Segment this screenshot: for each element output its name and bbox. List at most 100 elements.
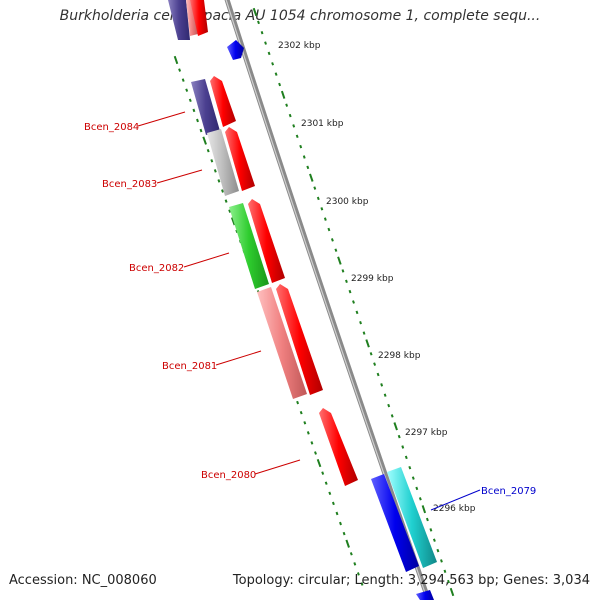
gene-top-red[interactable] — [190, 0, 208, 36]
inner-tick — [356, 572, 360, 576]
gene-label-bcen-2081[interactable]: Bcen_2081 — [162, 361, 217, 372]
outer-tick — [397, 434, 401, 439]
gene-bcen-2082[interactable] — [229, 203, 269, 289]
inner-tick — [349, 552, 353, 556]
gene-red-3[interactable] — [248, 199, 285, 283]
inner-tick — [217, 179, 221, 183]
inner-tick — [335, 511, 339, 516]
outer-tick — [449, 587, 455, 597]
inner-tick — [353, 562, 357, 566]
inner-tick — [342, 531, 346, 536]
inner-tick — [213, 169, 217, 173]
outer-tick — [327, 227, 331, 232]
outer-tick — [383, 393, 387, 397]
gene-label-bcen-2079[interactable]: Bcen_2079 — [481, 486, 536, 497]
outer-tick — [341, 269, 345, 273]
outer-tick — [440, 559, 443, 563]
outer-tick — [345, 279, 348, 284]
inner-tick — [202, 136, 207, 145]
leader-bcen-2082 — [183, 252, 230, 268]
outer-tick-marks — [252, 7, 455, 597]
outer-tick — [365, 339, 370, 348]
kbp-label: 2301 kbp — [301, 119, 344, 129]
outer-tick — [447, 579, 450, 584]
gene-small-blue[interactable] — [227, 40, 244, 60]
inner-tick — [181, 78, 185, 82]
leader-bcen-2081 — [215, 350, 262, 366]
gene-red-1[interactable] — [210, 76, 236, 127]
gene-label-leaders — [137, 111, 481, 511]
leader-bcen-2080 — [254, 459, 301, 475]
outer-tick — [359, 320, 362, 325]
kbp-label: 2300 kbp — [326, 197, 369, 207]
inner-tick — [228, 209, 232, 213]
gene-bottom-blue[interactable] — [371, 474, 419, 572]
leader-bcen-2083 — [156, 169, 203, 184]
outer-tick — [316, 196, 320, 201]
outer-tick — [280, 90, 286, 99]
gene-label-bcen-2082[interactable]: Bcen_2082 — [129, 263, 184, 274]
inner-tick — [328, 491, 332, 496]
inner-tick — [360, 582, 364, 586]
outer-tick — [376, 372, 380, 377]
leader-bcen-2079 — [430, 489, 481, 511]
inner-tick — [221, 189, 224, 193]
outer-tick — [323, 217, 327, 221]
outer-tick — [306, 165, 310, 170]
outer-tick — [411, 476, 415, 480]
outer-tick — [288, 113, 292, 118]
kbp-scale-labels: 2302 kbp 2301 kbp 2300 kbp 2299 kbp 2298… — [278, 41, 476, 514]
inner-tick — [316, 458, 322, 468]
outer-tick — [429, 528, 433, 532]
outer-tick — [404, 455, 408, 460]
kbp-label: 2297 kbp — [405, 428, 448, 438]
outer-tick — [373, 362, 377, 366]
gene-label-bcen-2083[interactable]: Bcen_2083 — [102, 179, 157, 190]
outer-tick — [271, 62, 275, 66]
outer-tick — [393, 422, 398, 431]
outer-tick — [425, 517, 429, 522]
gene-bcen-2081[interactable] — [257, 287, 307, 399]
outer-tick — [295, 134, 299, 139]
gene-red-5[interactable] — [319, 408, 358, 486]
inner-tick — [230, 217, 236, 226]
inner-tick — [206, 148, 210, 153]
outer-tick — [252, 7, 258, 17]
gene-red-4[interactable] — [276, 284, 323, 395]
outer-tick — [348, 289, 352, 294]
gene-red-2[interactable] — [225, 127, 255, 191]
outer-tick — [432, 538, 436, 542]
inner-tick — [199, 128, 203, 133]
outer-tick — [401, 445, 405, 449]
gene-bcen-2083[interactable] — [207, 129, 239, 196]
sequence-summary-text: Topology: circular; Length: 3,294,563 bp… — [232, 573, 590, 588]
outer-tick — [299, 144, 303, 149]
gene-block-top-purple[interactable] — [168, 0, 190, 40]
kbp-label: 2298 kbp — [378, 351, 421, 361]
inner-tick — [178, 68, 182, 72]
outer-tick — [415, 486, 419, 491]
kbp-label: 2296 kbp — [433, 504, 476, 514]
gene-label-bcen-2080[interactable]: Bcen_2080 — [201, 470, 256, 481]
outer-tick — [330, 238, 334, 242]
gene-bottom-edge-blue[interactable] — [416, 590, 434, 600]
outer-tick — [302, 155, 306, 159]
gene-label-bcen-2084[interactable]: Bcen_2084 — [84, 122, 139, 133]
outer-tick — [337, 256, 342, 265]
inner-tick — [296, 400, 300, 405]
outer-tick — [334, 248, 338, 252]
kbp-label: 2302 kbp — [278, 41, 321, 51]
outer-tick — [285, 103, 289, 107]
outer-tick — [309, 173, 314, 182]
gene-bcen-2079[interactable] — [387, 467, 437, 568]
accession-text: Accession: NC_008060 — [9, 573, 157, 588]
gene-bcen-2084[interactable] — [191, 79, 220, 135]
outer-tick — [292, 124, 296, 128]
outer-tick — [418, 497, 422, 501]
gene-labels: Bcen_2084 Bcen_2083 Bcen_2082 Bcen_2081 … — [84, 122, 536, 497]
inner-tick — [188, 98, 192, 103]
outer-tick — [320, 207, 324, 211]
outer-tick — [267, 51, 271, 56]
outer-tick — [355, 310, 359, 315]
